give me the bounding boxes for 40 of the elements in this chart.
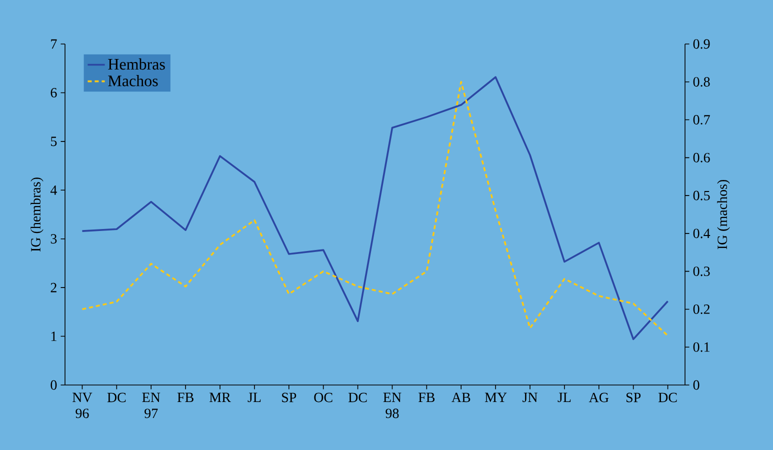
y-tick-label: 5 <box>51 136 57 146</box>
x-tick-label: JL <box>248 392 261 402</box>
y2-axis-title: IG (machos) <box>717 180 730 250</box>
y-tick-label: 4 <box>50 186 57 195</box>
legend-label: Hembras <box>108 58 165 70</box>
x-tick-label: SP <box>282 392 296 402</box>
y2-tick-label: 0.7 <box>693 115 710 125</box>
y-tick-label: 2 <box>50 282 56 292</box>
x-tick-label: AG <box>588 392 609 402</box>
x-tick-label: FB <box>177 392 194 402</box>
x-tick-label: AB <box>452 392 470 402</box>
x-tick-label: SP <box>626 392 641 402</box>
y2-tick-label: 0.5 <box>693 190 710 200</box>
x-tick-label: FB <box>418 392 435 402</box>
y2-tick-label: 0.4 <box>693 228 710 238</box>
y-tick-label: 3 <box>50 234 57 244</box>
x-tick-label: OC <box>314 392 332 402</box>
y2-tick-label: 0.2 <box>693 304 710 314</box>
y2-tick-label: 0.9 <box>693 39 710 49</box>
legend-label: Machos <box>108 75 158 86</box>
y-tick-label: 6 <box>50 88 57 98</box>
x-tick-label: DC <box>658 392 677 402</box>
x-tick-label: MY <box>484 392 507 402</box>
y2-tick-label: 0.1 <box>693 342 710 352</box>
y2-tick-label: 0.6 <box>693 152 710 162</box>
y2-tick-label: 0 <box>693 380 700 390</box>
y2-tick-label: 0.3 <box>693 266 710 276</box>
x-tick-label: DC <box>107 392 126 402</box>
x-tick-label: EN 97 <box>142 392 160 418</box>
x-tick-label: JL <box>558 392 571 402</box>
y-tick-label: 0 <box>50 380 57 390</box>
y-tick-label: 7 <box>51 39 57 49</box>
y-tick-label: 1 <box>51 332 56 341</box>
y2-tick-label: 0.8 <box>693 77 710 87</box>
x-tick-label: DC <box>348 392 367 402</box>
x-tick-label: MR <box>210 392 231 402</box>
x-tick-label: JN <box>522 392 538 402</box>
y-axis-title: IG (hembras) <box>30 178 44 252</box>
x-tick-label: EN 98 <box>383 392 402 418</box>
x-tick-label: NV 96 <box>72 392 92 418</box>
